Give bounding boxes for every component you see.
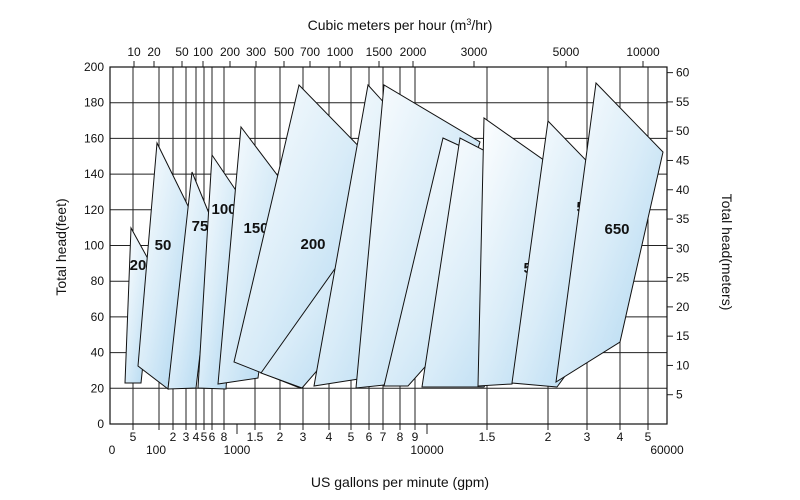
y-tick-label: 160: [84, 131, 104, 145]
y2-tick-label: 30: [676, 241, 690, 255]
x-major-tick-label: 100: [146, 443, 166, 457]
x2-tick-label: 200: [220, 45, 240, 59]
x2-tick-label: 300: [246, 45, 266, 59]
y2-tick-label: 20: [676, 300, 690, 314]
x2-tick-label: 1000: [327, 45, 354, 59]
right-axis-title: Total head(meters): [719, 194, 735, 311]
top-axis-title: Cubic meters per hour (m3/hr): [308, 17, 493, 33]
zone-label-75: 75: [192, 218, 209, 235]
x-minor-tick-label: 3: [183, 430, 190, 444]
x-minor-tick-label: 5: [130, 430, 137, 444]
y2-tick-label: 60: [676, 66, 690, 80]
x2-tick-label: 1500: [366, 45, 393, 59]
zone-label-100: 100: [211, 201, 236, 218]
x2-tick-label: 100: [193, 45, 213, 59]
x-minor-tick-label: 3: [584, 430, 591, 444]
y-tick-label: 80: [91, 274, 105, 288]
x-minor-tick-label: 5: [348, 430, 355, 444]
x2-tick-label: 10: [127, 45, 141, 59]
y-tick-label: 100: [84, 239, 104, 253]
y2-tick-label: 50: [676, 124, 690, 138]
y-tick-label: 120: [84, 203, 104, 217]
y-tick-label: 200: [84, 60, 104, 74]
zone-label-50: 50: [155, 237, 172, 254]
zone-label-150: 150: [243, 220, 268, 237]
x-minor-tick-label: 6: [209, 430, 216, 444]
x-minor-tick-label: 2: [170, 430, 177, 444]
plot-frame: [109, 61, 673, 434]
x-major-tick-label: 0: [109, 443, 116, 457]
y2-tick-label: 10: [676, 358, 690, 372]
y2-tick-label: 40: [676, 183, 690, 197]
x2-tick-label: 10000: [626, 45, 660, 59]
x-minor-tick-label: 3: [300, 430, 307, 444]
x-minor-tick-label: 2: [545, 430, 552, 444]
bottom-axis-title: US gallons per minute (gpm): [311, 474, 489, 490]
x-minor-tick-label: 1.5: [479, 430, 496, 444]
y2-tick-label: 55: [676, 95, 690, 109]
y2-tick-label: 5: [676, 388, 683, 402]
y2-tick-label: 45: [676, 153, 690, 167]
x2-tick-label: 50: [175, 45, 189, 59]
x-minor-tick-label: 4: [326, 430, 333, 444]
x-minor-tick-label: 9: [412, 430, 419, 444]
x-major-tick-label: 60000: [650, 443, 684, 457]
x-minor-tick-label: 5: [645, 430, 652, 444]
zone-label-650: 650: [604, 221, 629, 238]
y2-tick-label: 15: [676, 329, 690, 343]
x-minor-tick-label: 6: [366, 430, 373, 444]
pump-zone-650: [555, 81, 664, 383]
x-minor-tick-label: 7: [380, 430, 387, 444]
x-minor-tick-label: 5: [201, 430, 208, 444]
x-minor-tick-label: 1.5: [247, 430, 264, 444]
x2-tick-label: 700: [300, 45, 320, 59]
x2-tick-label: 2000: [400, 45, 427, 59]
y-tick-label: 40: [91, 346, 105, 360]
y-tick-label: 140: [84, 167, 104, 181]
plot-border: [109, 66, 668, 425]
x-minor-tick-label: 2: [277, 430, 284, 444]
y-tick-label: 180: [84, 96, 104, 110]
y-tick-label: 0: [97, 417, 104, 431]
x2-tick-label: 5000: [553, 45, 580, 59]
x-minor-tick-label: 4: [617, 430, 624, 444]
x-minor-tick-label: 8: [221, 430, 228, 444]
y2-tick-label: 25: [676, 271, 690, 285]
zone-label-20: 20: [130, 257, 147, 274]
x2-tick-label: 20: [147, 45, 161, 59]
axis-text: 0204060801001201401601802005101520253035…: [84, 45, 690, 457]
y-tick-label: 60: [91, 310, 105, 324]
pump-zones: 205075100150200250300350400450500550650: [124, 81, 664, 390]
x-minor-tick-label: 8: [397, 430, 404, 444]
left-axis-title: Total head(feet): [53, 198, 69, 295]
x2-tick-label: 3000: [461, 45, 488, 59]
x-major-tick-label: 10000: [410, 443, 444, 457]
y-tick-label: 20: [91, 381, 105, 395]
x2-tick-label: 500: [274, 45, 294, 59]
x-minor-tick-label: 4: [193, 430, 200, 444]
x-major-tick-label: 1000: [224, 443, 251, 457]
zone-label-200: 200: [300, 236, 325, 253]
y2-tick-label: 35: [676, 212, 690, 226]
